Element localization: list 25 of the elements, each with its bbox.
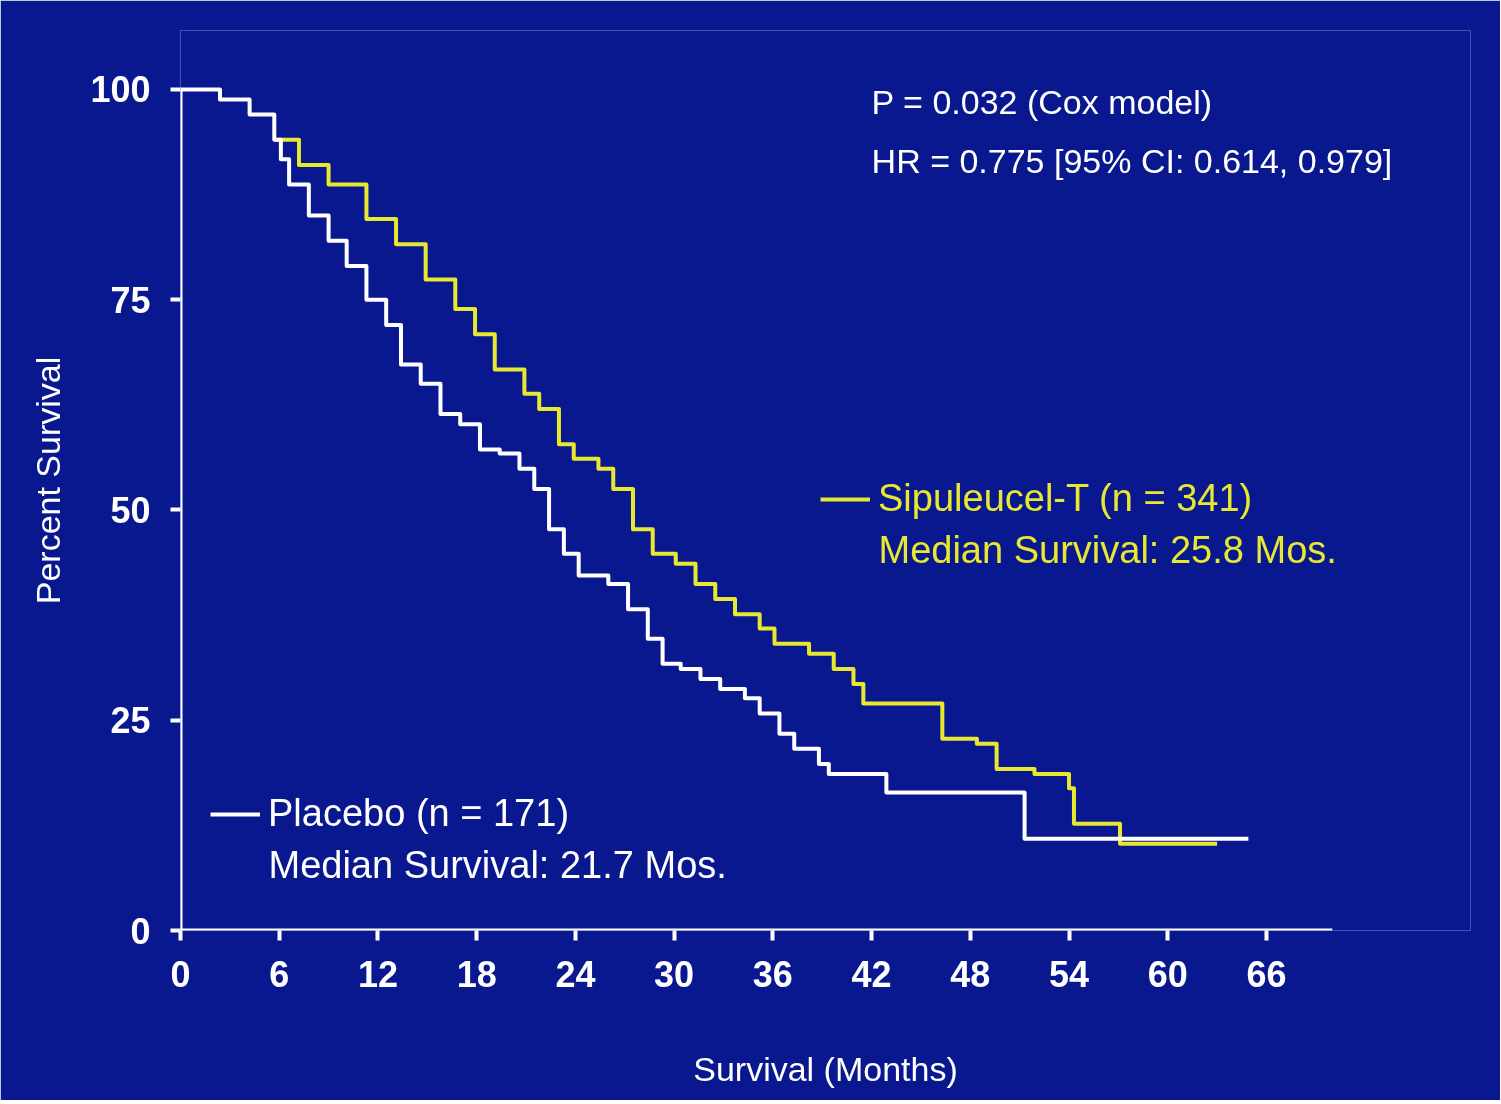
legend-label: Placebo (n = 171) [268, 792, 570, 835]
annotation: Median Survival: 25.8 Mos. [878, 528, 1337, 571]
y-tick-label: 100 [90, 69, 151, 111]
x-tick-label: 0 [170, 953, 191, 995]
x-tick-label: 18 [456, 953, 497, 995]
annotation: Median Survival: 21.7 Mos. [268, 843, 727, 886]
x-tick-label: 30 [654, 953, 695, 995]
x-tick-label: 42 [851, 953, 892, 995]
legend-label: Sipuleucel-T (n = 341) [878, 477, 1253, 520]
x-tick-label: 36 [752, 953, 793, 995]
y-tick-label: 0 [130, 910, 151, 952]
annotation: P = 0.032 (Cox model) [871, 83, 1213, 121]
x-tick-label: 66 [1246, 953, 1287, 995]
annotation: HR = 0.775 [95% CI: 0.614, 0.979] [871, 141, 1393, 180]
x-axis-title: Survival (Months) [693, 1049, 958, 1088]
y-tick-label: 25 [110, 700, 151, 742]
y-tick-label: 50 [110, 489, 151, 531]
x-tick-label: 48 [950, 953, 991, 995]
x-tick-label: 12 [357, 953, 398, 995]
y-axis-title: Percent Survival [29, 356, 68, 605]
x-tick-label: 54 [1049, 953, 1090, 995]
y-tick-label: 75 [110, 279, 151, 321]
x-tick-label: 24 [555, 953, 596, 995]
x-tick-label: 6 [269, 953, 290, 995]
x-tick-label: 60 [1147, 953, 1188, 995]
